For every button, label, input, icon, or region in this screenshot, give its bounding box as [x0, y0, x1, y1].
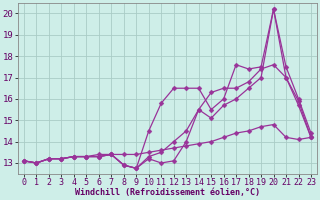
X-axis label: Windchill (Refroidissement éolien,°C): Windchill (Refroidissement éolien,°C) [75, 188, 260, 197]
